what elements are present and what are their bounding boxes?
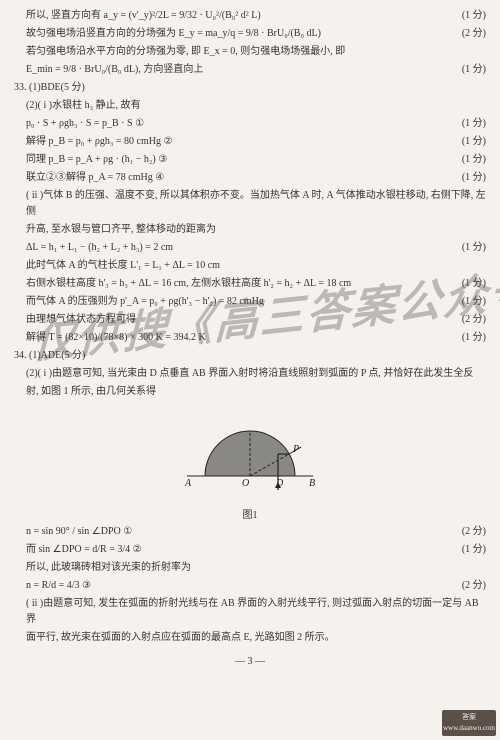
score: (2 分): [462, 26, 486, 42]
text-line: 解得 p_B = p₀ + ρgh₃ = 80 cmHg ②: [14, 134, 454, 150]
score: (1 分): [462, 152, 486, 168]
text-line: 面平行, 故光束在弧面的入射点应在弧面的最高点 E, 光路如图 2 所示。: [14, 630, 486, 646]
text-line: 由理想气体状态方程可得: [14, 312, 454, 328]
score: (1 分): [462, 134, 486, 150]
score: (1 分): [462, 116, 486, 132]
svg-text:O: O: [242, 478, 249, 489]
text-line: p₀ · S + ρgh₃ · S = p_B · S ①: [14, 116, 454, 132]
svg-text:D: D: [275, 478, 284, 489]
corner-badge: 答案 www.daanwo.com: [442, 710, 496, 736]
text-line: 解得 T = (82×10)/(78×8) × 300 K = 394.2 K: [14, 330, 454, 346]
text-line: 联立②③解得 p_A = 78 cmHg ④: [14, 170, 454, 186]
question-34-heading: 34. (1)ADE(5 分): [14, 348, 486, 364]
figure-1-caption: 图1: [14, 508, 486, 524]
score: (1 分): [462, 8, 486, 24]
figure-1: A B O D P: [14, 406, 486, 502]
svg-text:B: B: [309, 478, 315, 489]
text-line: 右侧水银柱高度 h'₃ = h₃ + ΔL = 16 cm, 左侧水银柱高度 h…: [14, 276, 454, 292]
text-line: 此时气体 A 的气柱长度 L'₁ = L₁ + ΔL = 10 cm: [14, 258, 486, 274]
question-33-heading: 33. (1)BDE(5 分): [14, 80, 486, 96]
text-line: 故匀强电场沿竖直方向的分场强为 E_y = ma_y/q = 9/8 · BrU…: [14, 26, 454, 42]
page-number: — 3 —: [14, 654, 486, 670]
text-line: n = R/d = 4/3 ③: [14, 578, 454, 594]
text-line: 所以, 竖直方向有 a_y = (v'_y)²/2L = 9/32 · U₀²/…: [14, 8, 454, 24]
semicircle-diagram: A B O D P: [175, 406, 325, 496]
text-line: 所以, 此玻璃砖相对该光束的折射率为: [14, 560, 486, 576]
text-line: ( ii )气体 B 的压强、温度不变, 所以其体积亦不变。当加热气体 A 时,…: [14, 188, 486, 220]
svg-text:P: P: [292, 444, 299, 455]
score: (1 分): [462, 240, 486, 256]
corner-title: 答案: [462, 712, 476, 723]
score: (1 分): [462, 294, 486, 310]
svg-text:A: A: [184, 478, 192, 489]
score: (1 分): [462, 330, 486, 346]
text-line: 若匀强电场沿水平方向的分场强为零, 即 E_x = 0, 则匀强电场场强最小, …: [14, 44, 486, 60]
text-line: 射, 如图 1 所示, 由几何关系得: [14, 384, 486, 400]
text-line: (2)( i )由题意可知, 当光束由 D 点垂直 AB 界面入射时将沿直线照射…: [14, 366, 486, 382]
score: (1 分): [462, 542, 486, 558]
score: (1 分): [462, 62, 486, 78]
text-line: 而 sin ∠DPO = d/R = 3/4 ②: [14, 542, 454, 558]
score: (1 分): [462, 170, 486, 186]
text-line: (2)( i )水银柱 h₃ 静止, 故有: [14, 98, 486, 114]
text-line: 升高, 至水银与管口齐平, 整体移动的距离为: [14, 222, 486, 238]
text-line: 而气体 A 的压强则为 p'_A = p₀ + ρg(h'₃ − h'₂) = …: [14, 294, 454, 310]
text-line: 同理 p_B = p_A + ρg · (h₁ − h₂) ③: [14, 152, 454, 168]
corner-url: www.daanwo.com: [443, 723, 495, 734]
text-line: E_min = 9/8 · BrU₀/(B₀ dL), 方向竖直向上: [14, 62, 454, 78]
score: (2 分): [462, 524, 486, 540]
text-line: ΔL = h₁ + L₁ − (h₂ + L₂ + h₃) = 2 cm: [14, 240, 454, 256]
score: (1 分): [462, 276, 486, 292]
text-line: ( ii )由题意可知, 发生在弧面的折射光线与在 AB 界面的入射光线平行, …: [14, 596, 486, 628]
score: (2 分): [462, 312, 486, 328]
text-line: n = sin 90° / sin ∠DPO ①: [14, 524, 454, 540]
score: (2 分): [462, 578, 486, 594]
